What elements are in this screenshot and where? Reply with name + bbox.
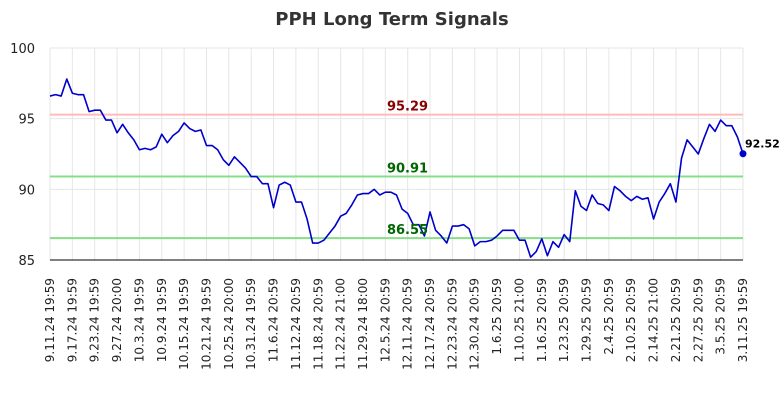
x-tick-label: 1.16.25 20:59 <box>535 278 549 362</box>
reference-line-label: 86.55 <box>387 223 428 238</box>
x-tick-label: 11.22.24 21:00 <box>334 278 348 370</box>
x-tick-label: 10.31.24 19:59 <box>244 278 258 370</box>
x-tick-label: 12.23.24 20:59 <box>445 278 459 370</box>
x-tick-label: 1.23.25 20:59 <box>557 278 571 362</box>
last-value-label: 92.52 <box>745 138 780 151</box>
x-tick-label: 10.9.24 19:59 <box>155 278 169 362</box>
annotations: 95.29 90.91 86.55 92.52 <box>387 100 780 239</box>
x-tick-label: 10.15.24 19:59 <box>177 278 191 370</box>
x-tick-label: 2.27.25 20:59 <box>691 278 705 362</box>
x-tick-label: 11.12.24 20:59 <box>289 278 303 370</box>
x-tick-label: 12.30.24 20:59 <box>468 278 482 370</box>
y-tick-label: 85 <box>18 254 35 269</box>
series-line <box>49 78 744 258</box>
last-point-marker <box>739 150 747 158</box>
x-tick-label: 2.4.25 20:59 <box>602 278 616 355</box>
x-tick-label: 12.5.24 20:59 <box>378 278 392 362</box>
x-tick-label: 9.27.24 20:00 <box>110 278 124 362</box>
x-tick-label: 3.5.25 20:59 <box>714 278 728 355</box>
x-tick-label: 9.11.24 19:59 <box>43 278 57 362</box>
x-tick-label: 11.29.24 18:00 <box>356 278 370 370</box>
y-tick-label: 95 <box>18 113 35 128</box>
reference-line-label: 95.29 <box>387 100 428 115</box>
x-tick-label: 9.23.24 19:59 <box>88 278 102 362</box>
y-tick-label: 100 <box>10 42 35 57</box>
series-layer <box>49 78 747 258</box>
chart-title: PPH Long Term Signals <box>275 9 508 30</box>
grid <box>49 47 744 261</box>
reference-line-label: 90.91 <box>387 161 428 176</box>
x-tick-label: 2.21.25 20:59 <box>669 278 683 362</box>
x-tick-label: 11.18.24 20:59 <box>311 278 325 370</box>
x-tick-label: 11.6.24 20:59 <box>267 278 281 362</box>
y-tick-label: 90 <box>18 183 35 198</box>
x-tick-label: 12.11.24 20:59 <box>401 278 415 370</box>
y-axis-ticks: 85 90 95 100 <box>10 42 35 269</box>
x-tick-label: 10.21.24 19:59 <box>199 278 213 370</box>
x-tick-label: 1.29.25 20:59 <box>580 278 594 362</box>
x-tick-label: 12.17.24 20:59 <box>423 278 437 370</box>
x-tick-label: 1.6.25 20:59 <box>490 278 504 355</box>
reference-lines <box>50 113 743 240</box>
x-tick-label: 10.25.24 20:00 <box>222 278 236 370</box>
x-tick-label: 1.10.25 21:00 <box>512 278 526 362</box>
x-axis-ticks: 9.11.24 19:59 9.17.24 19:59 9.23.24 19:59 9… <box>43 278 750 370</box>
x-tick-label: 9.17.24 19:59 <box>65 278 79 362</box>
x-tick-label: 3.11.25 19:59 <box>736 278 750 362</box>
x-tick-label: 10.3.24 19:59 <box>132 278 146 362</box>
x-tick-label: 2.10.25 20:59 <box>624 278 638 362</box>
x-tick-label: 2.14.25 21:00 <box>647 278 661 362</box>
